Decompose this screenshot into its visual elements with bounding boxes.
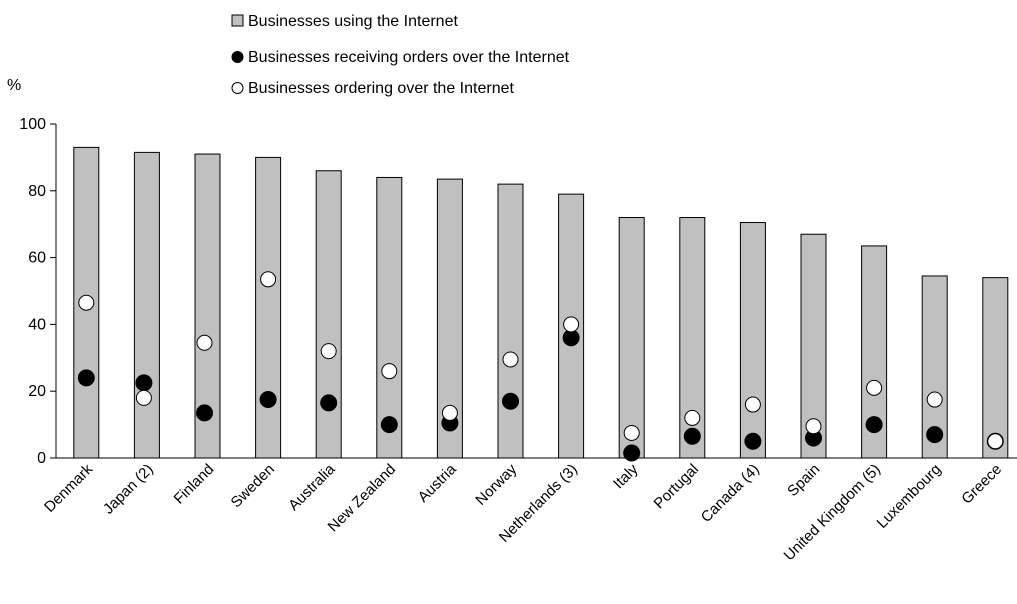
x-tick-label: Luxembourg [874,461,945,532]
marker-receiving [623,444,641,462]
marker-ordering [381,363,398,380]
x-tick-label: Denmark [41,460,96,515]
marker-ordering [78,294,95,311]
x-tick-label: Spain [784,461,823,500]
legend-label-ordering: Businesses ordering over the Internet [248,80,514,97]
marker-receiving [502,392,519,410]
marker-receiving [259,391,277,409]
y-tick-label: 80 [28,183,46,200]
marker-receiving [683,427,701,445]
x-tick-label: Canada (4) [698,461,763,526]
y-tick-label: 40 [28,316,46,333]
x-tick-label: Italy [610,460,642,492]
x-tick-label: Sweden [228,461,278,511]
y-axis-unit-label: % [7,77,21,94]
y-tick-label: 0 [37,450,46,467]
marker-receiving [926,426,944,444]
marker-ordering [135,389,152,406]
legend-marker-receiving [231,51,244,63]
bars [73,146,1009,459]
marker-receiving [77,369,95,387]
bar [558,193,585,459]
marker-ordering [866,379,883,396]
marker-ordering [502,351,519,368]
marker-ordering [805,418,822,435]
x-tick-label: Portugal [651,461,703,513]
marker-receiving [320,394,338,412]
bar [315,170,342,459]
marker-ordering [987,433,1004,450]
legend-label-internet: Businesses using the Internet [248,13,458,30]
marker-ordering [926,391,943,408]
x-tick-label: Austria [415,460,460,505]
bar [255,156,282,459]
x-tick-label: Australia [285,460,339,514]
marker-ordering [260,271,277,288]
marker-ordering [320,343,337,360]
marker-receiving [380,416,398,434]
legend-marker-ordering [231,82,244,94]
bar [133,151,160,459]
legend: Businesses using the Internet Businesses… [231,13,570,97]
bar [376,176,403,459]
y-tick-label: 100 [19,116,46,133]
x-labels: Denmark Japan (2) Finland Sweden AustraliaNe… [41,460,1005,564]
marker-receiving [135,374,153,392]
bar [618,217,645,459]
marker-ordering [623,424,640,441]
marker-receiving [865,416,883,434]
x-tick-label: Japan (2) [100,461,157,518]
x-tick-label: Greece [958,461,1005,508]
legend-swatch-bar [231,14,244,27]
x-tick-label: Norway [472,460,520,508]
marker-ordering [441,404,458,421]
marker-ordering [684,409,701,426]
bar [982,277,1009,459]
legend-label-receiving: Businesses receiving orders over the Int… [248,49,570,66]
marker-ordering [563,316,580,333]
y-ticks: 0 20 40 60 80 100 [19,116,56,467]
marker-receiving [196,404,213,422]
marker-ordering [744,396,761,413]
bar [739,222,766,459]
y-tick-label: 20 [28,383,46,400]
y-tick-label: 60 [28,250,46,267]
x-tick-label: Finland [171,461,218,508]
markers-ordering [78,271,1004,450]
marker-receiving [744,432,762,450]
marker-ordering [196,334,213,351]
bar [497,183,524,459]
